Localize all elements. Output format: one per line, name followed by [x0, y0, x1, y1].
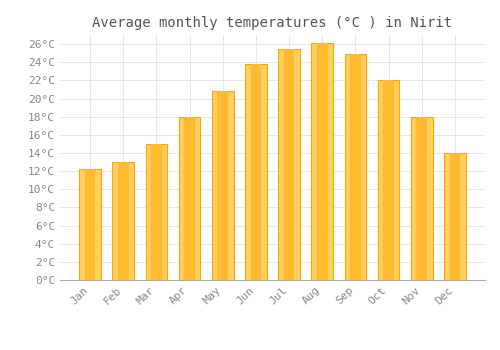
Bar	[383, 80, 394, 280]
Bar	[146, 144, 167, 280]
Bar	[284, 49, 294, 280]
Bar	[317, 43, 328, 280]
Bar	[250, 64, 262, 280]
Title: Average monthly temperatures (°C ) in Nirit: Average monthly temperatures (°C ) in Ni…	[92, 16, 452, 30]
Bar	[218, 91, 228, 280]
Bar	[416, 117, 427, 280]
Bar	[450, 153, 460, 280]
Bar	[80, 169, 101, 280]
Bar	[350, 54, 361, 280]
Bar	[184, 117, 195, 280]
Bar	[151, 144, 162, 280]
Bar	[278, 49, 300, 280]
Bar	[112, 162, 134, 280]
Bar	[444, 153, 466, 280]
Bar	[245, 64, 266, 280]
Bar	[212, 91, 234, 280]
Bar	[312, 43, 333, 280]
Bar	[179, 117, 201, 280]
Bar	[411, 117, 432, 280]
Bar	[118, 162, 128, 280]
Bar	[84, 169, 96, 280]
Bar	[344, 54, 366, 280]
Bar	[378, 80, 400, 280]
